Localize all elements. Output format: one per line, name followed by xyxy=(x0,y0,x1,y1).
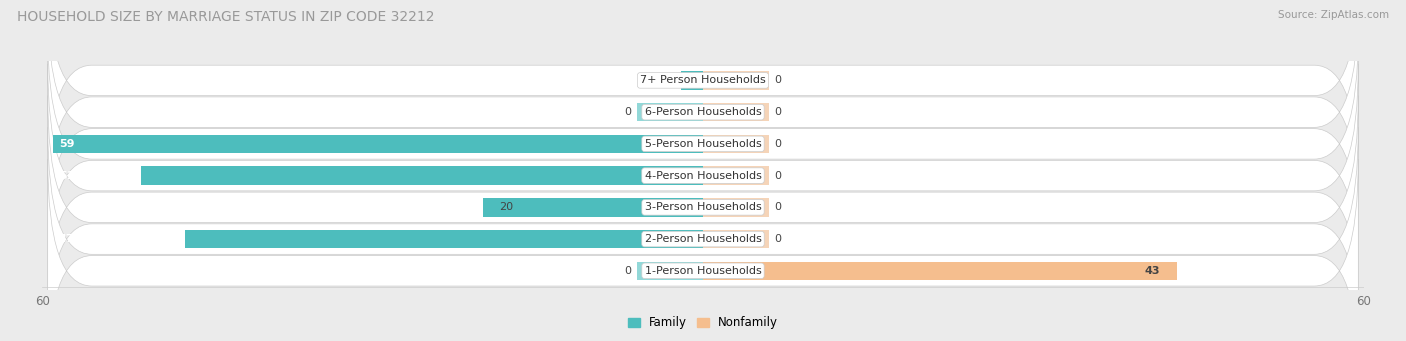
Text: 59: 59 xyxy=(59,139,75,149)
Bar xyxy=(186,230,703,248)
Text: 0: 0 xyxy=(624,107,631,117)
FancyBboxPatch shape xyxy=(48,96,1358,319)
Text: 0: 0 xyxy=(775,234,782,244)
FancyBboxPatch shape xyxy=(48,128,1358,341)
Bar xyxy=(141,166,703,185)
Bar xyxy=(637,262,703,280)
Text: 2-Person Households: 2-Person Households xyxy=(644,234,762,244)
Bar xyxy=(681,71,703,90)
Text: 3-Person Households: 3-Person Households xyxy=(644,202,762,212)
Text: 0: 0 xyxy=(624,266,631,276)
Text: 7+ Person Households: 7+ Person Households xyxy=(640,75,766,85)
Text: 0: 0 xyxy=(775,107,782,117)
FancyBboxPatch shape xyxy=(48,64,1358,287)
Text: 43: 43 xyxy=(1144,266,1160,276)
Text: 0: 0 xyxy=(775,75,782,85)
Text: 2: 2 xyxy=(697,75,704,85)
Bar xyxy=(703,198,769,217)
Bar xyxy=(703,262,1177,280)
Text: 47: 47 xyxy=(59,234,75,244)
FancyBboxPatch shape xyxy=(48,0,1358,192)
Text: 20: 20 xyxy=(499,202,513,212)
Text: 6-Person Households: 6-Person Households xyxy=(644,107,762,117)
Legend: Family, Nonfamily: Family, Nonfamily xyxy=(623,312,783,334)
Text: 0: 0 xyxy=(775,139,782,149)
Text: 1-Person Households: 1-Person Households xyxy=(644,266,762,276)
Text: 0: 0 xyxy=(775,170,782,181)
Text: Source: ZipAtlas.com: Source: ZipAtlas.com xyxy=(1278,10,1389,20)
Bar xyxy=(703,230,769,248)
Bar xyxy=(703,71,769,90)
Text: HOUSEHOLD SIZE BY MARRIAGE STATUS IN ZIP CODE 32212: HOUSEHOLD SIZE BY MARRIAGE STATUS IN ZIP… xyxy=(17,10,434,24)
Text: 0: 0 xyxy=(775,202,782,212)
Bar xyxy=(703,135,769,153)
Text: 5-Person Households: 5-Person Households xyxy=(644,139,762,149)
Bar xyxy=(53,135,703,153)
Text: 51: 51 xyxy=(59,170,75,181)
FancyBboxPatch shape xyxy=(48,159,1358,341)
FancyBboxPatch shape xyxy=(48,0,1358,224)
Bar xyxy=(703,103,769,121)
Bar xyxy=(637,103,703,121)
Bar xyxy=(703,166,769,185)
Text: 4-Person Households: 4-Person Households xyxy=(644,170,762,181)
Bar xyxy=(482,198,703,217)
FancyBboxPatch shape xyxy=(48,32,1358,256)
